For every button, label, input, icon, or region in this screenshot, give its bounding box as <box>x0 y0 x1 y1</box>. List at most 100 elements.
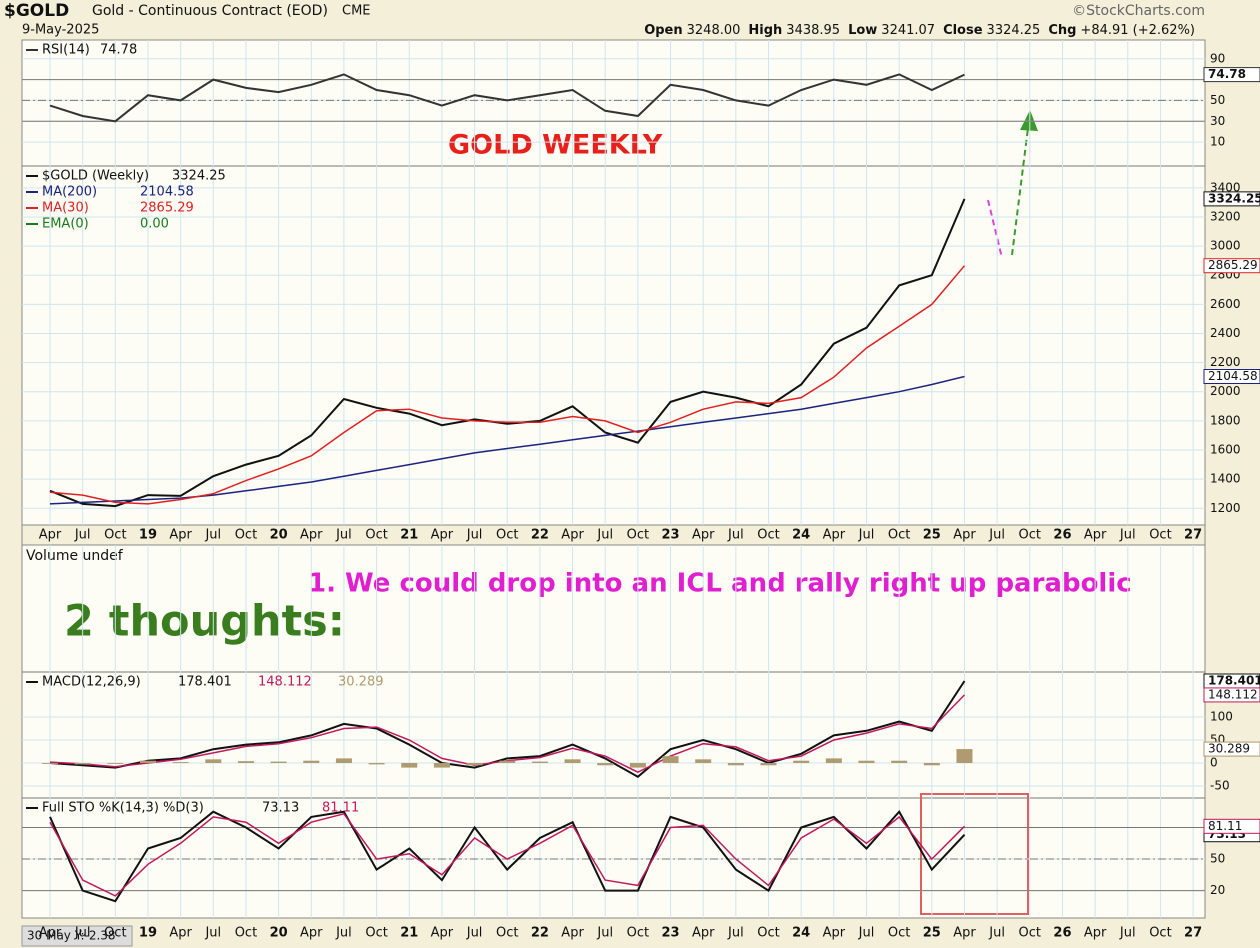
x-tick-label: Apr <box>953 528 976 543</box>
histogram-bar <box>662 756 679 763</box>
y-tick-label: 1400 <box>1210 472 1241 486</box>
x-tick-label: 21 <box>400 528 418 543</box>
legend-label: MA(30) <box>42 201 89 216</box>
last-value-label: 2104.58 <box>1208 369 1258 383</box>
legend-label: MA(200) <box>42 185 97 200</box>
x-tick-label: Jul <box>74 926 91 941</box>
annotation: GOLD WEEKLY <box>448 130 663 161</box>
x-tick-label: Apr <box>39 528 62 543</box>
y-tick-label: 2000 <box>1210 384 1241 398</box>
histogram-bar <box>107 762 124 764</box>
x-tick-label: Oct <box>104 926 126 941</box>
last-value-tag <box>1203 687 1260 703</box>
y-tick-label: 1200 <box>1210 501 1241 515</box>
histogram-bar <box>42 762 58 764</box>
x-tick-label: Apr <box>823 528 846 543</box>
quote-value: 3438.95 <box>786 23 840 38</box>
x-tick-label: 20 <box>270 528 288 543</box>
x-tick-label: Jul <box>596 926 613 941</box>
x-tick-label: 26 <box>1053 926 1071 941</box>
instrument-name: Gold - Continuous Contract (EOD) <box>92 3 328 19</box>
x-tick-label: 19 <box>139 528 157 543</box>
last-value-tag <box>1203 741 1260 757</box>
annotation: 1. We could drop into an ICL and rally r… <box>308 569 1132 599</box>
last-value-label: 81.11 <box>1208 819 1242 833</box>
y-tick-label: 30 <box>1210 114 1225 128</box>
quote-label: Open <box>644 23 682 38</box>
last-value-tag <box>1203 191 1260 207</box>
x-tick-label: Jul <box>858 528 875 543</box>
y-tick-label: 3200 <box>1210 209 1241 223</box>
quote-value: +84.91 (+2.62%) <box>1080 23 1195 38</box>
x-tick-label: Apr <box>823 926 846 941</box>
x-tick-label: 23 <box>661 528 679 543</box>
x-tick-label: Jul <box>1119 926 1136 941</box>
quote-label: High <box>748 23 782 38</box>
footer-box <box>21 925 133 947</box>
x-tick-label: Oct <box>1019 926 1041 941</box>
last-value-label: 178.401 <box>1208 674 1260 688</box>
x-tick-label: Oct <box>365 926 387 941</box>
histogram-bar <box>368 762 385 765</box>
y-tick-label: 50 <box>1210 93 1225 107</box>
histogram-bar <box>433 762 450 768</box>
x-tick-label: 24 <box>792 528 810 543</box>
x-tick-label: 22 <box>531 528 549 543</box>
x-tick-label: Jul <box>988 528 1005 543</box>
series-line <box>49 809 966 903</box>
x-tick-label: 25 <box>923 528 941 543</box>
series-line <box>49 680 966 779</box>
last-value-tag <box>1203 258 1260 274</box>
y-tick-label: 90 <box>1210 51 1225 65</box>
last-value-label: 30.289 <box>1208 742 1250 756</box>
histogram-bar <box>956 749 973 763</box>
histogram-bar <box>727 762 744 766</box>
last-value-label: 3324.25 <box>1208 191 1260 205</box>
x-tick-label: Oct <box>235 528 257 543</box>
x-tick-label: Apr <box>692 926 715 941</box>
legend-label: $GOLD (Weekly) <box>42 169 149 184</box>
highlight-box <box>920 793 1029 915</box>
legend-label: MACD(12,26,9) <box>42 675 141 690</box>
source: ©StockCharts.com <box>1072 3 1205 19</box>
histogram-bar <box>760 762 777 766</box>
date: 9-May-2025 <box>22 23 99 38</box>
histogram-bar <box>270 761 287 763</box>
x-tick-label: 26 <box>1053 528 1071 543</box>
legend-label: EMA(0) <box>42 217 89 232</box>
histogram-bar <box>303 760 320 763</box>
y-tick-label: 50 <box>1210 852 1225 866</box>
x-tick-label: Jul <box>988 926 1005 941</box>
quote-label: Chg <box>1048 23 1076 38</box>
legend-value: 74.78 <box>100 43 137 58</box>
legend-value: 30.289 <box>338 675 384 690</box>
last-value-tag <box>1203 369 1260 385</box>
histogram-bar <box>335 758 352 763</box>
histogram-bar <box>858 760 875 763</box>
x-tick-label: Apr <box>953 926 976 941</box>
histogram-bar <box>499 760 516 763</box>
x-tick-label: 20 <box>270 926 288 941</box>
x-tick-label: Apr <box>169 926 192 941</box>
x-tick-label: 21 <box>400 926 418 941</box>
y-tick-label: 2200 <box>1210 355 1241 369</box>
y-tick-label: 1600 <box>1210 442 1241 456</box>
x-tick-label: 19 <box>139 926 157 941</box>
histogram-bar <box>923 762 940 766</box>
y-tick-label: -50 <box>1210 778 1230 792</box>
x-tick-label: Apr <box>169 528 192 543</box>
x-tick-label: Oct <box>235 926 257 941</box>
last-value-tag <box>1203 67 1260 83</box>
histogram-bar <box>139 760 156 763</box>
arrow-head <box>1020 110 1038 131</box>
legend-value: 2865.29 <box>140 201 194 216</box>
x-tick-label: Jul <box>727 528 744 543</box>
x-tick-label: Apr <box>1084 926 1107 941</box>
histogram-bar <box>205 759 222 763</box>
histogram-bar <box>531 761 548 763</box>
histogram-bar <box>74 762 91 765</box>
x-tick-label: Jul <box>335 926 352 941</box>
legend-value: 0.00 <box>140 217 169 232</box>
x-tick-label: Jul <box>596 528 613 543</box>
quote-label: Low <box>848 23 877 38</box>
